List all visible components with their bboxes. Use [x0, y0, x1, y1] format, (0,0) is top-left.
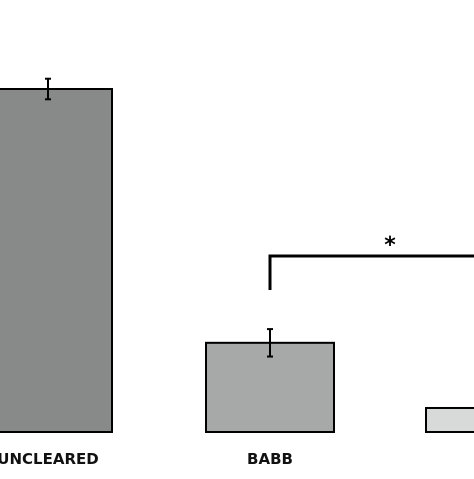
x-tick-label-uncleared: UNCLEARED	[0, 450, 99, 468]
significance-bracket	[268, 254, 474, 290]
bar-uncleared	[0, 88, 113, 433]
significance-label: *	[384, 233, 396, 258]
bar-babb	[205, 341, 335, 434]
x-tick-label-babb: BABB	[247, 450, 293, 468]
bar-c	[425, 406, 474, 433]
